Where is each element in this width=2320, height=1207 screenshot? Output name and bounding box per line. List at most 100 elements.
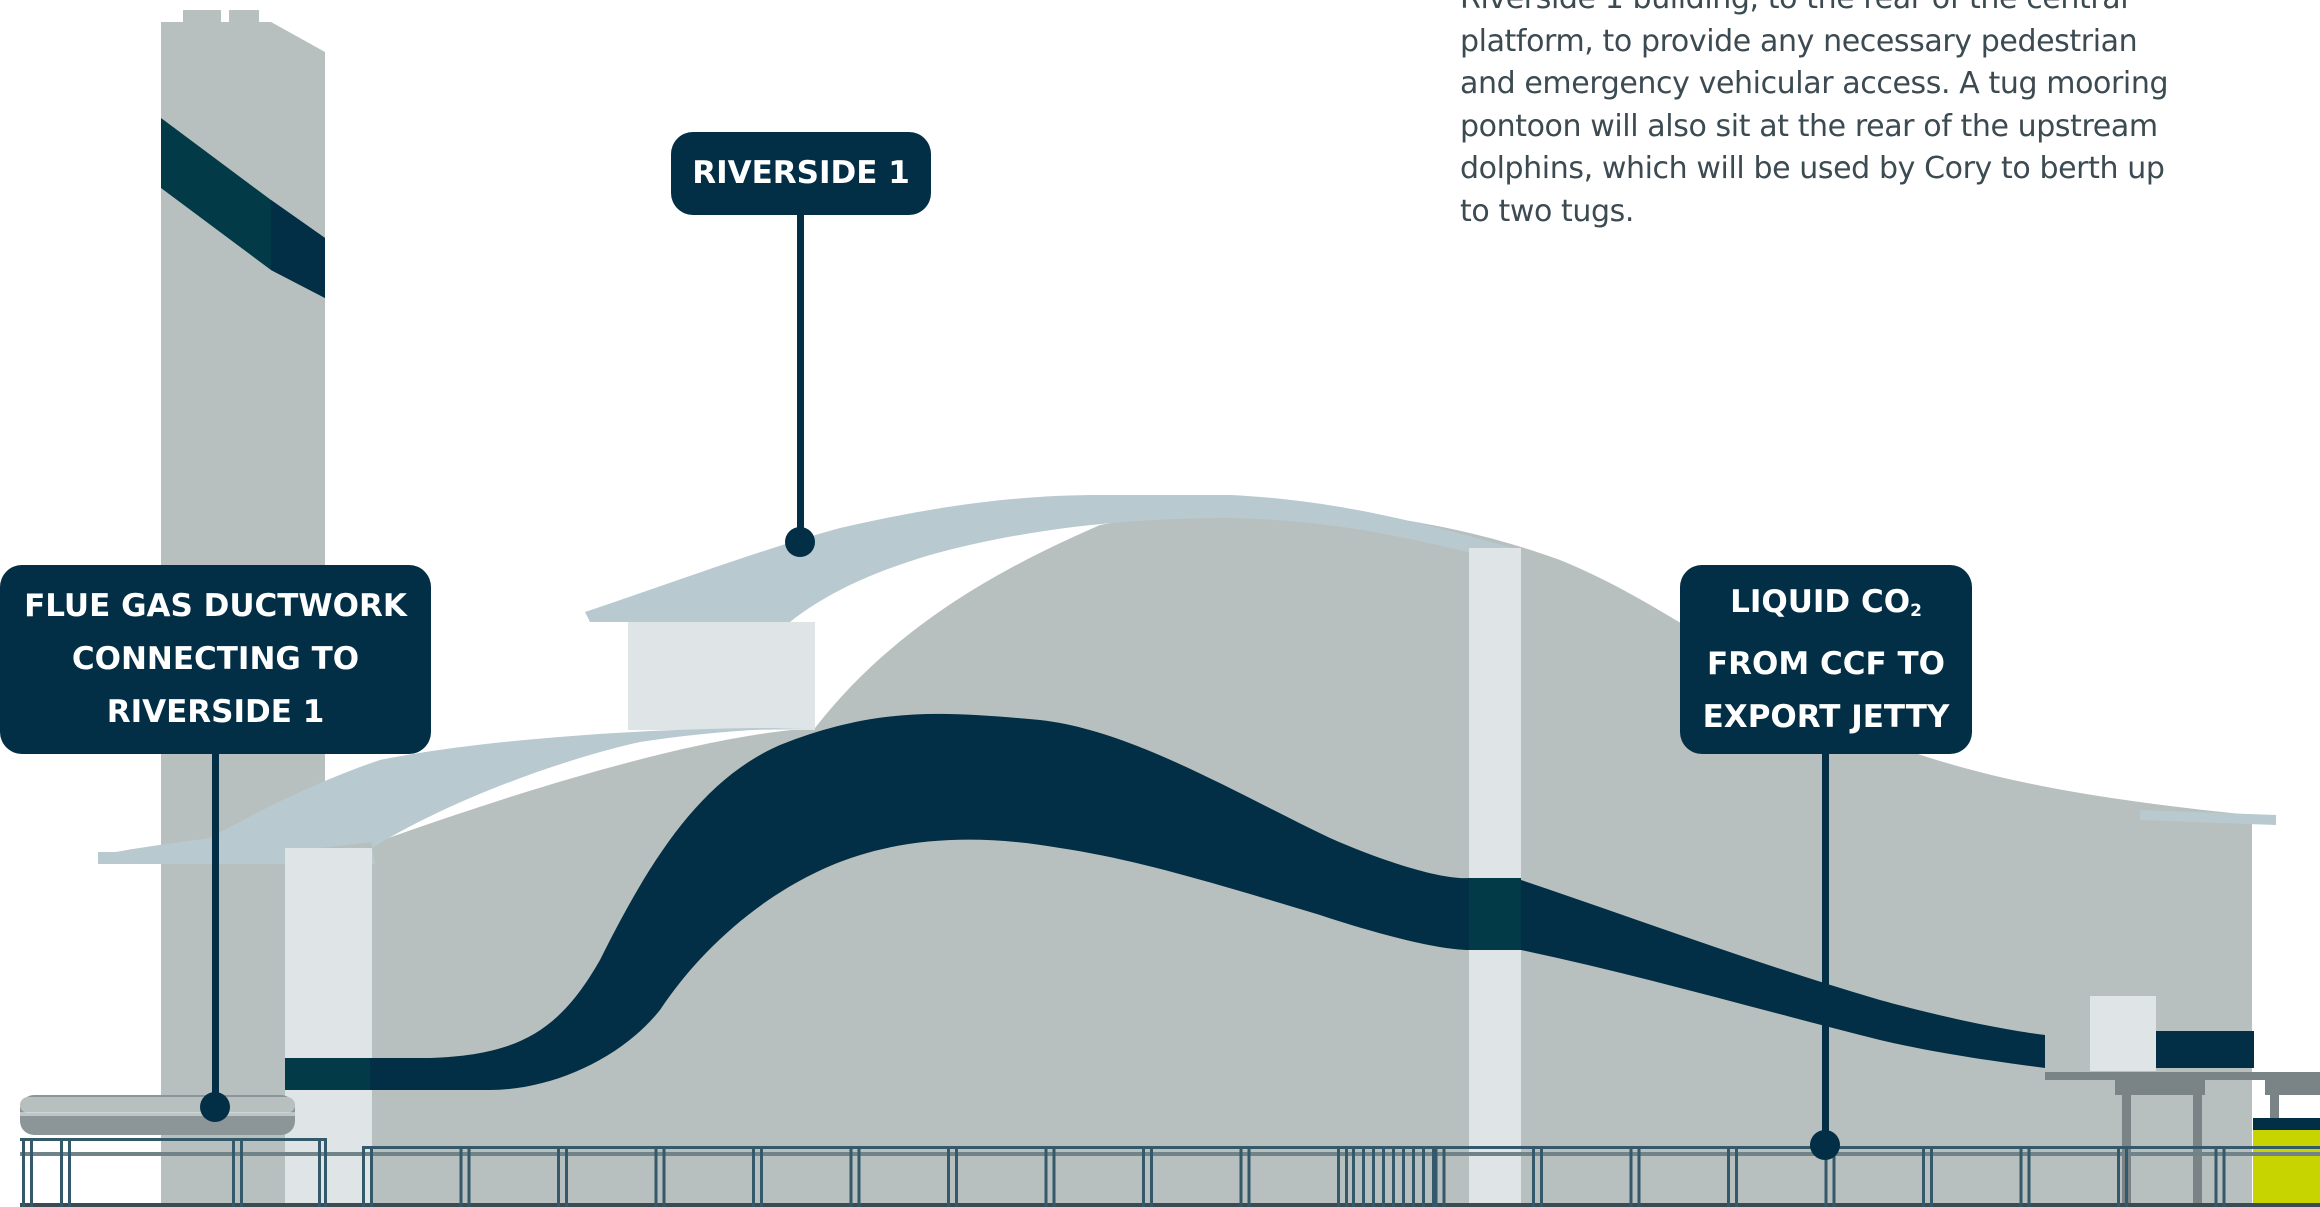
ground-line [20,1203,2320,1207]
fence-post [60,1138,63,1207]
description-line: pontoon will also sit at the rear of the… [1460,108,2158,144]
fence-post [662,1146,666,1207]
fence-post [20,1138,325,1141]
fence-post [68,1138,71,1207]
fence-post [752,1146,755,1207]
fence-post [947,1146,950,1207]
fence-post [324,1138,327,1207]
fence-post [1372,1146,1375,1207]
fence-post [565,1146,568,1207]
co2-label-main: LIQUID CO [1730,583,1911,620]
leader-lines [200,212,1840,1160]
duct-panel-crossing [1469,878,1521,950]
description-line: platform, to provide any necessary pedes… [1460,23,2138,59]
liquid-co2-label: LIQUID CO2 FROM CCF TO EXPORT JETTY [1680,565,1972,754]
co2-leader [1822,752,1829,1145]
fence-post [467,1146,471,1207]
fence-post [1239,1146,1243,1207]
fence-post [1412,1146,1415,1207]
fence-post [459,1146,463,1207]
flue-duct [285,713,1469,1090]
fence-post [1044,1146,1048,1207]
co2-label-line: LIQUID CO2 [1680,576,1972,638]
fence-post [1532,1146,1535,1207]
fence-post [1345,1146,1348,1207]
central-pale-panel [1469,548,1521,1207]
gas-pipe [20,1095,295,1135]
fence-post [1824,1146,1828,1207]
upper-roof [585,495,1520,622]
description-text: Riverside 1 building, to the rear of the… [1460,0,2180,233]
fence-post [1362,1146,1365,1207]
description-line: and emergency vehicular access. A tug mo… [1460,66,2169,101]
fence-post [2125,1146,2128,1207]
roof-box [628,622,815,730]
fence-post [362,1146,2320,1149]
flue-label-line: FLUE GAS DUCTWORK [24,588,407,624]
fence-post [2027,1146,2031,1207]
fence-post [955,1146,958,1207]
flue-label-line: CONNECTING TO [71,641,360,677]
fence-post [1629,1146,1633,1207]
right-roof-edge [2140,810,2276,825]
fence-post [318,1138,321,1207]
fence-post [1432,1146,1435,1207]
description-line: to two tugs. [1460,193,1635,229]
lower-roof [98,728,815,864]
riverside-1-label: RIVERSIDE 1 [671,132,931,215]
fence-post [232,1138,235,1207]
fence-post [22,1138,25,1207]
fence-post [370,1146,373,1207]
fence-post [362,1146,365,1207]
fence-post [1735,1146,1738,1207]
fence-post [1247,1146,1251,1207]
jetty-pale-box [2090,996,2156,1071]
fence-post [857,1146,861,1207]
fence-post [1442,1146,1446,1207]
flue-gas-ductwork-label: FLUE GAS DUCTWORK CONNECTING TO RIVERSID… [0,565,431,754]
co2-leader-dot [1810,1130,1840,1160]
fence-post [30,1138,33,1207]
fence-post [849,1146,853,1207]
co2-label-line: FROM CCF TO [1706,645,1945,682]
jetty-yellow-block [2253,1130,2320,1207]
fence-post [1540,1146,1543,1207]
fence-post [1422,1146,1425,1207]
fence-post [2019,1146,2023,1207]
fence-post [1382,1146,1385,1207]
railing-fence [20,1138,2320,1207]
fence-post [1434,1146,1438,1207]
fence-post [1392,1146,1395,1207]
fence-post [1337,1146,1340,1207]
fence-post [1922,1146,1925,1207]
co2-label-subscript: 2 [1910,600,1922,621]
flue-leader-dot [200,1092,230,1122]
riverside-leader-dot [785,527,815,557]
fence-post [2214,1146,2218,1207]
fence-post [654,1146,658,1207]
jetty-platform [2045,1072,2320,1207]
fence-post [1637,1146,1641,1207]
fence-post [1052,1146,1056,1207]
fence-post [240,1138,243,1207]
co2-label-line: EXPORT JETTY [1702,698,1950,735]
fence-post [760,1146,763,1207]
fence-post [1150,1146,1153,1207]
fence-post [1142,1146,1145,1207]
fence-post [557,1146,560,1207]
fence-post [1832,1146,1836,1207]
flue-leader [212,752,219,1107]
description-line: Riverside 1 building, to the rear of the… [1460,0,2180,21]
fence-post [2222,1146,2226,1207]
left-pale-panel [285,848,372,1207]
riverside-1-label-text: RIVERSIDE 1 [692,155,910,191]
fence-post [1402,1146,1405,1207]
jetty-pipe-end [2156,1031,2254,1068]
fence-post [2117,1146,2120,1207]
fence-post [1930,1146,1933,1207]
flue-label-line: RIVERSIDE 1 [106,694,325,730]
flue-duct-inlet [285,1058,370,1090]
description-line: dolphins, which will be used by Cory to … [1460,151,2165,186]
co2-pipe [1521,880,2045,1068]
fence-post [1352,1146,1355,1207]
